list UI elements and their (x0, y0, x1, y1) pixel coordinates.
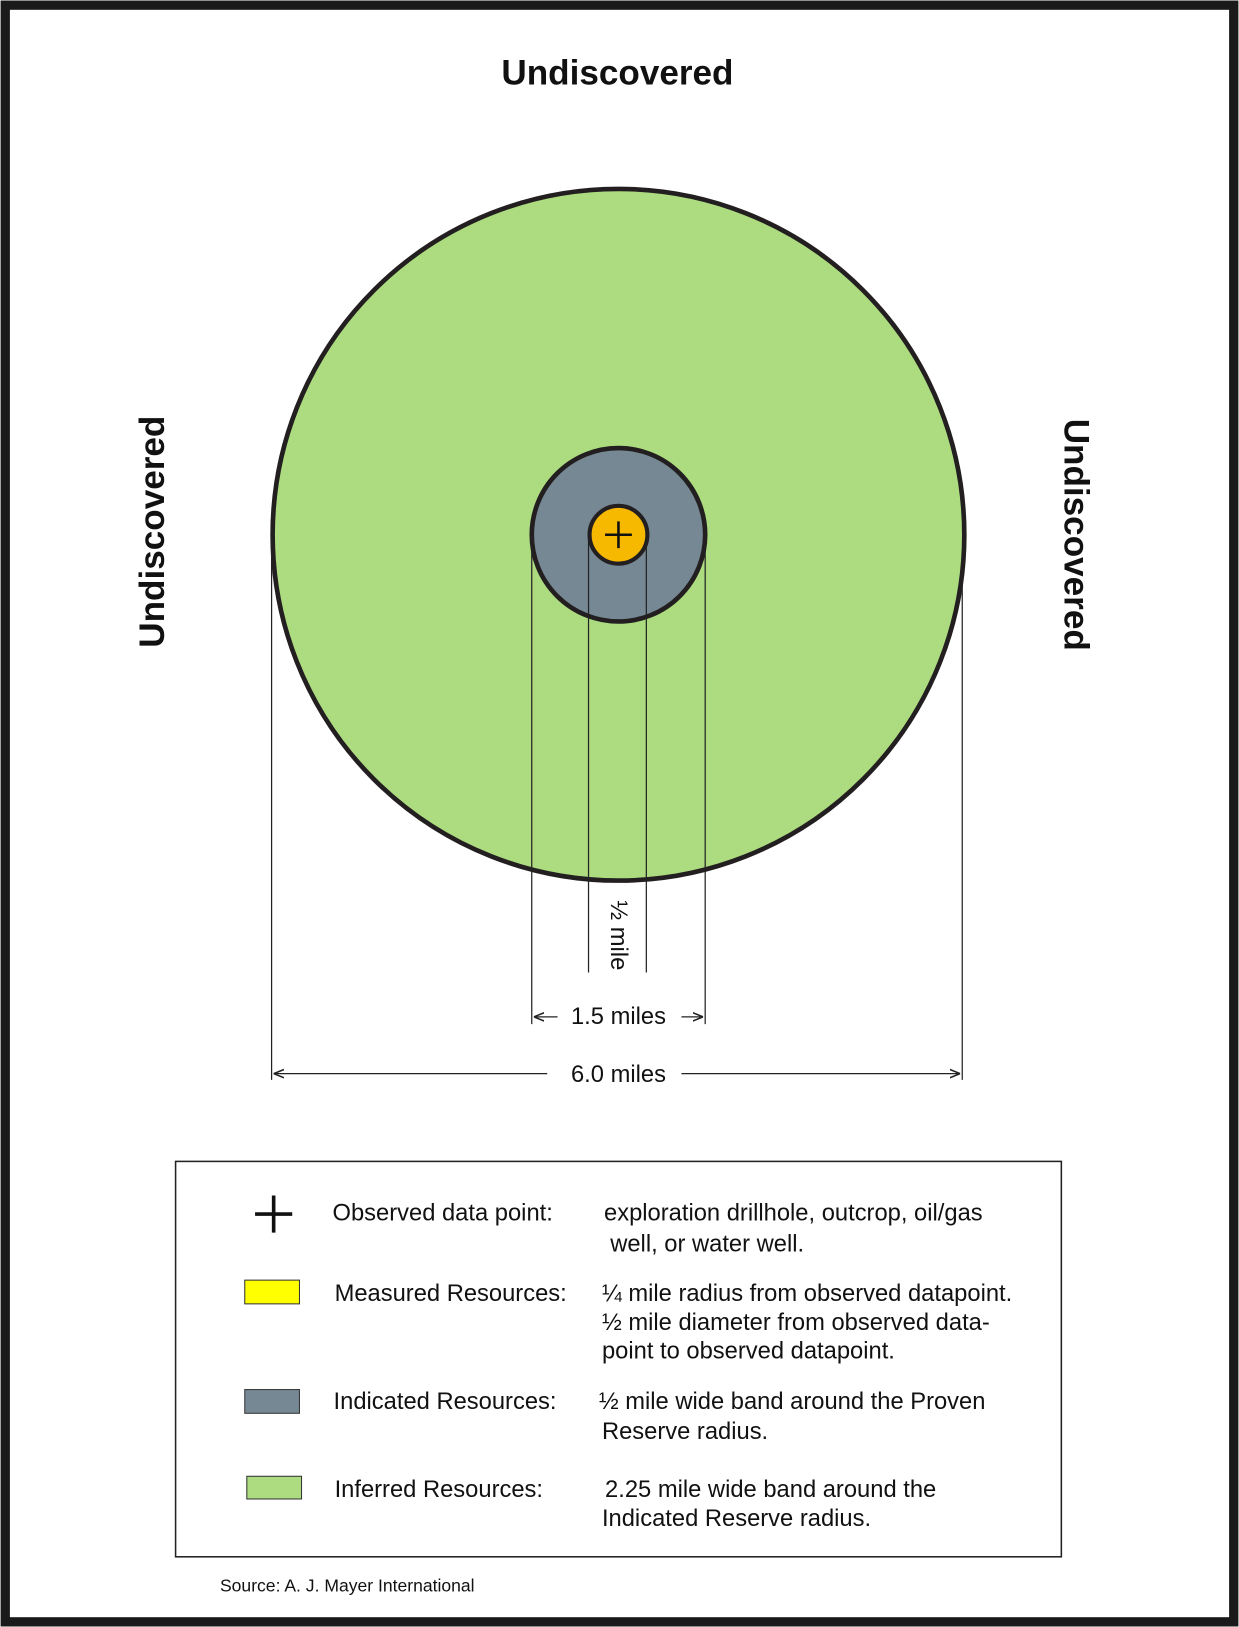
legend-swatch (244, 1279, 300, 1305)
legend-description: ½ mile diameter from observed data- (602, 1310, 990, 1336)
legend-description: exploration drillhole, outcrop, oil/gas (604, 1200, 983, 1226)
middle-dimension: 1.5 miles (571, 1004, 666, 1030)
legend-symbol (255, 1195, 293, 1233)
legend-description: ½ mile wide band around the Proven (599, 1389, 986, 1415)
right-label: Undiscovered (1056, 419, 1095, 651)
top-label: Undiscovered (501, 54, 733, 93)
legend-term: Inferred Resources: (335, 1477, 543, 1503)
dimension-lines (270, 534, 963, 1080)
legend-term: Observed data point: (333, 1200, 553, 1226)
legend-term: Indicated Resources: (334, 1389, 557, 1415)
legend-description: ¼ mile radius from observed datapoint. (602, 1281, 1012, 1307)
legend-description: Reserve radius. (602, 1419, 768, 1445)
legend-swatch (244, 1389, 300, 1414)
source: Source: A. J. Mayer International (220, 1575, 475, 1595)
legend-box (174, 1160, 1063, 1558)
legend-description: well, or water well. (609, 1231, 804, 1257)
legend-description: Indicated Reserve radius. (602, 1506, 871, 1532)
data-point (605, 521, 632, 549)
outer-dimension: 6.0 miles (571, 1062, 666, 1088)
legend-description: point to observed datapoint. (602, 1339, 895, 1365)
left-label: Undiscovered (133, 416, 172, 648)
inner-dimension: ½ mile (605, 900, 631, 970)
legend-swatch (246, 1475, 303, 1500)
legend-description: 2.25 mile wide band around the (605, 1477, 936, 1503)
legend-term: Measured Resources: (335, 1281, 567, 1307)
